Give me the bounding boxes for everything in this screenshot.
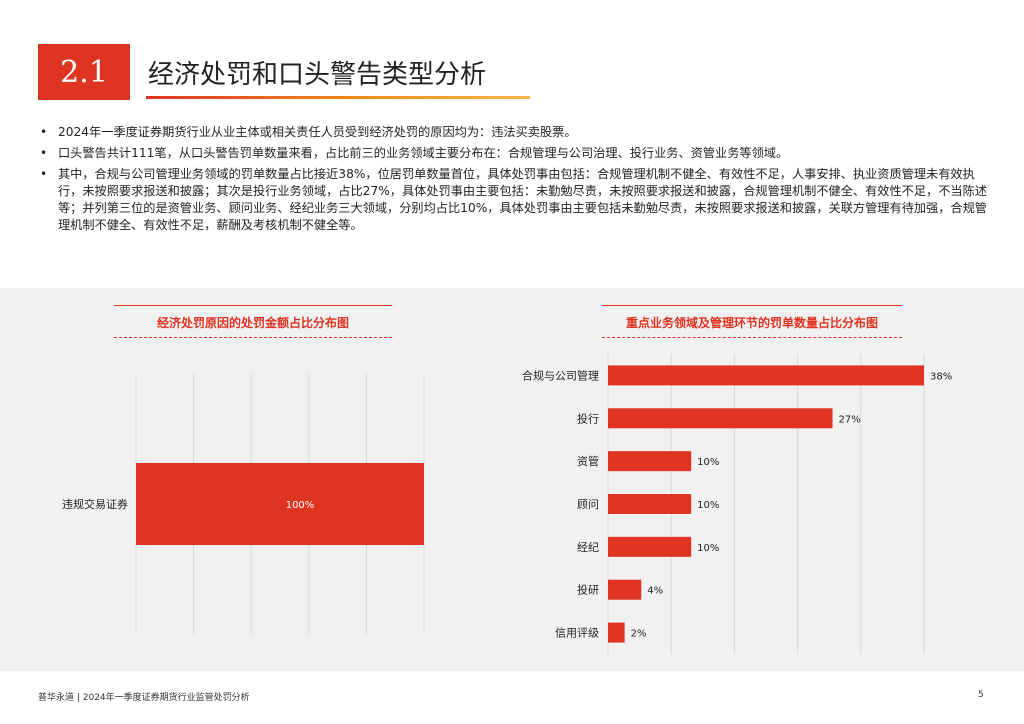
category-label: 投研 [577, 583, 599, 597]
chart-title-top-rule [602, 305, 902, 306]
category-label: 合规与公司管理 [522, 368, 599, 382]
bar [608, 579, 642, 600]
category-label: 经纪 [577, 541, 599, 554]
bar [608, 365, 924, 386]
chart-title-bottom-rule [602, 337, 902, 338]
value-label: 100% [286, 500, 315, 511]
title-underline [146, 96, 530, 99]
value-label: 4% [647, 586, 663, 597]
page-number: 5 [978, 690, 984, 700]
page-title: 经济处罚和口头警告类型分析 [148, 60, 487, 90]
bullet-item: • 2024年一季度证券期货行业从业主体或相关责任人员受到经济处罚的原因均为：违法… [40, 124, 990, 141]
category-label: 投行 [577, 411, 599, 425]
value-label: 27% [839, 414, 861, 425]
bar [608, 408, 833, 429]
bar [608, 536, 692, 557]
bar [608, 451, 692, 472]
bullet-dot: • [40, 125, 48, 139]
chart-title-text: 重点业务领域及管理环节的罚单数量占比分布图 [625, 316, 878, 330]
category-label: 顾问 [577, 498, 599, 511]
bullet-dot: • [40, 167, 48, 181]
bullet-dot: • [40, 146, 48, 160]
value-label: 38% [930, 371, 952, 382]
category-label: 信用评级 [555, 627, 599, 640]
chart-title-business-area: 重点业务领域及管理环节的罚单数量占比分布图 [602, 305, 902, 338]
value-label: 10% [697, 457, 719, 468]
chart-title-penalty-reason: 经济处罚原因的处罚金额占比分布图 [114, 305, 392, 338]
section-number: 2.1 [60, 54, 108, 90]
bullet-text: 2024年一季度证券期货行业从业主体或相关责任人员受到经济处罚的原因均为：违法买… [58, 125, 577, 139]
bar [608, 494, 692, 514]
bullet-text: 口头警告共计111笔，从口头警告罚单数量来看，占比前三的业务领域主要分布在：合规… [58, 146, 789, 160]
bar [608, 622, 625, 643]
penalty-reason-bar-chart: 违规交易证券 100% [62, 374, 425, 634]
value-label: 10% [697, 543, 719, 554]
section-number-badge: 2.1 [38, 44, 130, 100]
category-label: 资管 [577, 454, 599, 468]
bullet-text: 其中，合规与公司管理业务领域的罚单数量占比接近38%，位居罚单数量首位，具体处罚… [58, 167, 987, 232]
business-area-bar-chart: 合规与公司管理 38% 投行 27% 资管 10% 顾问 10% 经纪 10% 投研 4% 信用评级 2% [522, 354, 952, 654]
bullet-item: • 口头警告共计111笔，从口头警告罚单数量来看，占比前三的业务领域主要分布在：合… [40, 145, 990, 162]
category-label: 违规交易证券 [62, 497, 128, 511]
footer-source: 普华永道 | 2024年一季度证券期货行业监管处罚分析 [38, 693, 250, 703]
chart-title-top-rule [114, 305, 392, 306]
chart-title-bottom-rule [114, 337, 392, 338]
bullet-list: • 2024年一季度证券期货行业从业主体或相关责任人员受到经济处罚的原因均为：违法… [40, 124, 990, 238]
value-label: 10% [697, 500, 719, 511]
value-label: 2% [631, 629, 647, 640]
chart-title-text: 经济处罚原因的处罚金额占比分布图 [156, 316, 349, 330]
bullet-item: • 其中，合规与公司管理业务领域的罚单数量占比接近38%，位居罚单数量首位，具体处… [40, 166, 990, 234]
bar [136, 463, 424, 545]
